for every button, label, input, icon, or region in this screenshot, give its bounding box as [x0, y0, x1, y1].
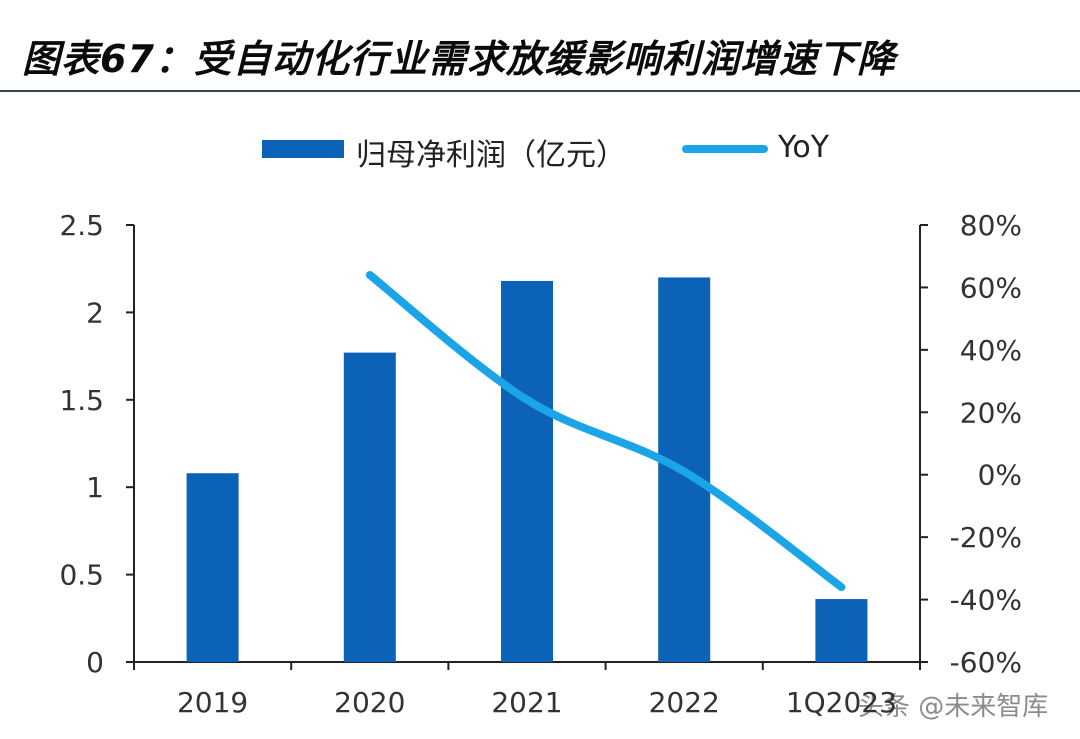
right-axis-tick-label: 20% [960, 396, 1022, 429]
legend-bar-swatch [262, 140, 344, 158]
left-axis-tick-label: 0 [86, 646, 104, 679]
left-axis-tick-label: 1.5 [59, 384, 104, 417]
legend-line-label: YoY [778, 130, 830, 165]
legend-line-swatch [682, 145, 768, 153]
x-axis-tick-label: 2021 [491, 686, 562, 719]
x-axis-tick-label: 1Q2023 [786, 686, 897, 719]
chart-title: 图表67：受自动化行业需求放缓影响利润增速下降 [22, 37, 896, 81]
left-axis-tick-label: 0.5 [59, 559, 104, 592]
x-axis-tick-label: 2022 [649, 686, 720, 719]
left-axis-tick-label: 2.5 [59, 209, 104, 242]
x-axis-tick-label: 2020 [334, 686, 405, 719]
right-axis-tick-label: 0% [978, 459, 1022, 492]
bar-2021 [501, 280, 553, 662]
bar-2019 [186, 473, 239, 662]
right-axis-tick-label: -40% [950, 584, 1022, 617]
bar-1Q2023 [815, 599, 868, 662]
left-axis-tick-label: 2 [86, 296, 104, 329]
right-axis-tick-label: 60% [960, 271, 1022, 304]
right-axis-tick-label: -20% [950, 521, 1022, 554]
right-axis-tick-label: -60% [950, 646, 1022, 679]
right-axis-tick-label: 80% [960, 209, 1022, 242]
left-axis-tick-label: 1 [86, 471, 104, 504]
legend-bar-label: 归母净利润（亿元） [356, 138, 626, 173]
watermark: 头条 @未来智库 [858, 692, 1049, 722]
yoy-line [365, 270, 846, 592]
title-divider [0, 90, 1080, 92]
right-axis-tick-label: 40% [960, 334, 1022, 367]
chart-legend: 归母净利润（亿元） YoY [0, 128, 1080, 173]
x-axis-tick-label: 2019 [177, 686, 248, 719]
bar-2020 [343, 352, 396, 662]
